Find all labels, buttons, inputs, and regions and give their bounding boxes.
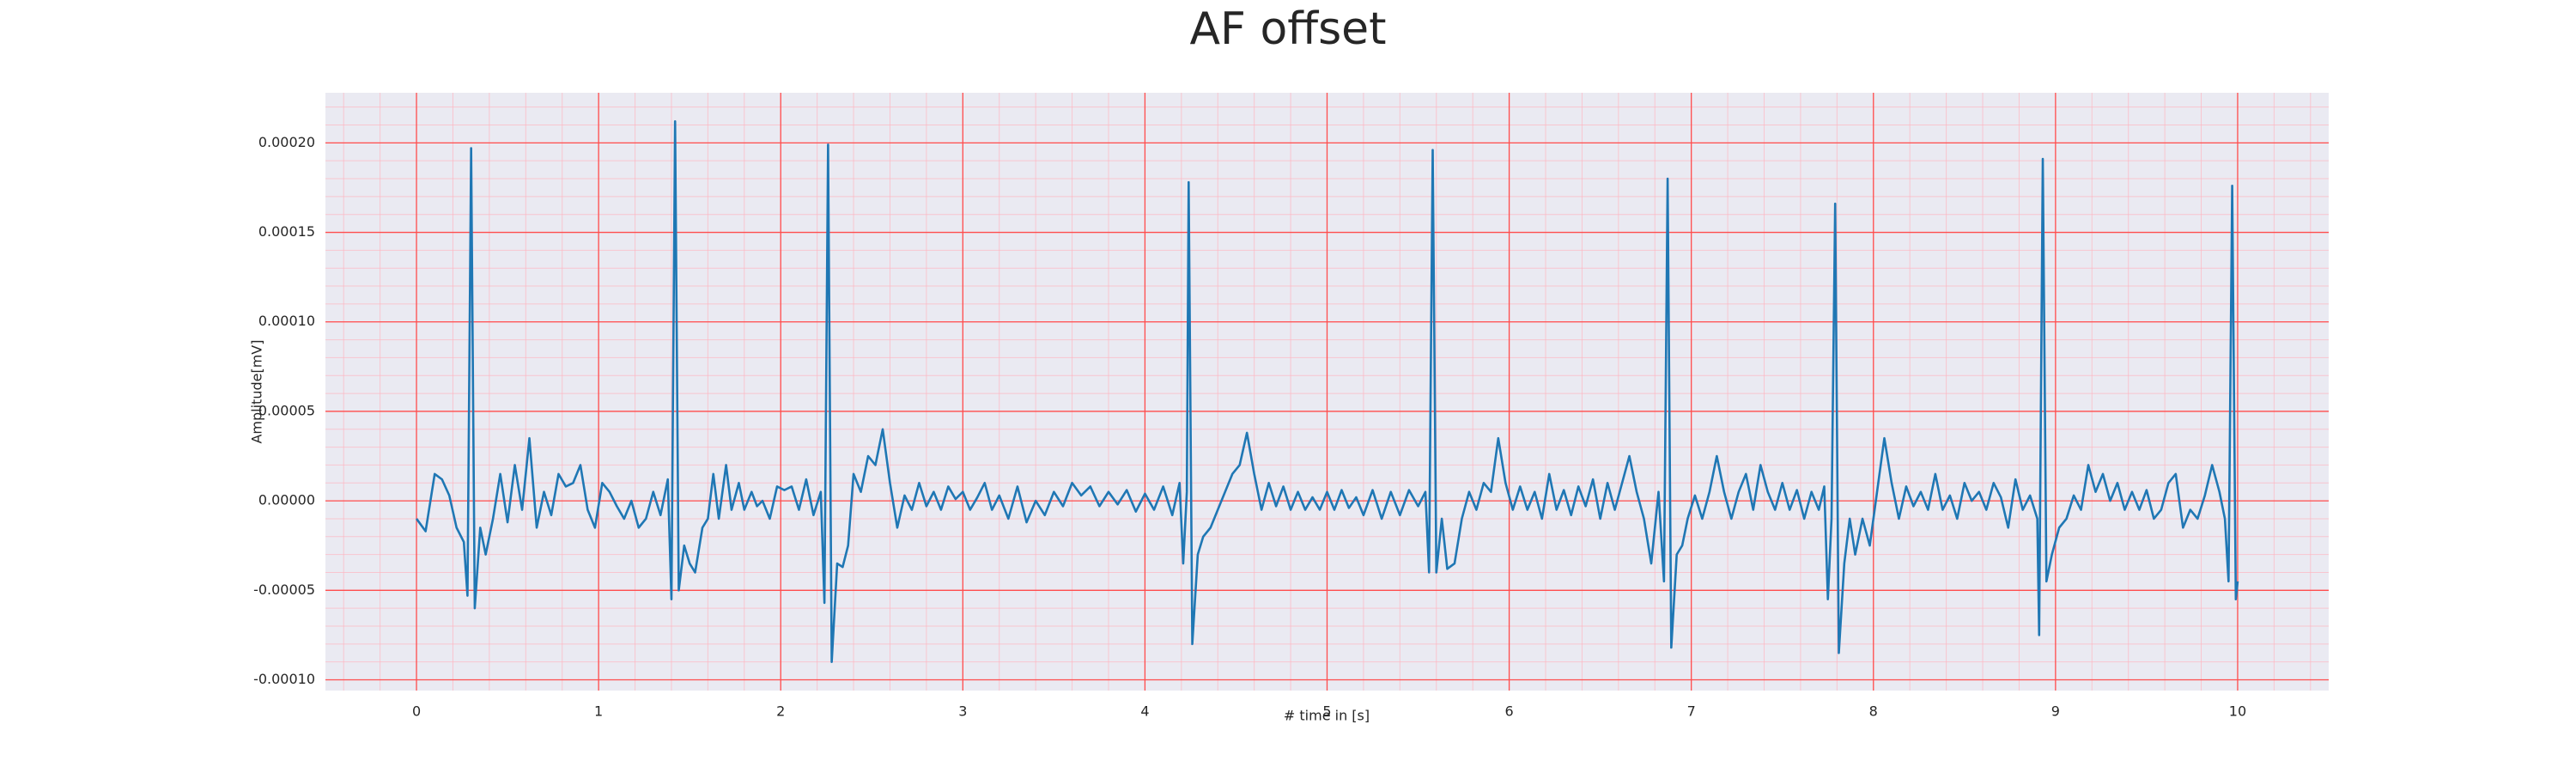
x-tick-label: 5 <box>1322 703 1331 720</box>
x-tick-label: 4 <box>1140 703 1149 720</box>
x-tick-label: 10 <box>2229 703 2246 720</box>
y-tick-label: 0.00015 <box>258 223 315 240</box>
y-tick-label: 0.00020 <box>258 134 315 150</box>
y-tick-label: -0.00010 <box>253 671 315 687</box>
y-tick-label: 0.00000 <box>258 492 315 508</box>
x-tick-label: 2 <box>776 703 785 720</box>
x-tick-label: 9 <box>2051 703 2060 720</box>
y-axis-label: Amplitude[mV] <box>249 339 265 443</box>
x-tick-label: 0 <box>412 703 421 720</box>
y-tick-label: 0.00010 <box>258 313 315 329</box>
x-tick-label: 3 <box>958 703 967 720</box>
x-axis-label: # time in [s] <box>1284 708 1370 724</box>
x-tick-label: 6 <box>1504 703 1513 720</box>
y-tick-label: 0.00005 <box>258 402 315 418</box>
x-tick-label: 7 <box>1687 703 1696 720</box>
x-tick-label: 8 <box>1869 703 1878 720</box>
chart-title: AF offset <box>1189 3 1386 55</box>
x-tick-label: 1 <box>594 703 603 720</box>
y-tick-label: -0.00005 <box>253 581 315 598</box>
signal-line <box>415 120 2239 663</box>
